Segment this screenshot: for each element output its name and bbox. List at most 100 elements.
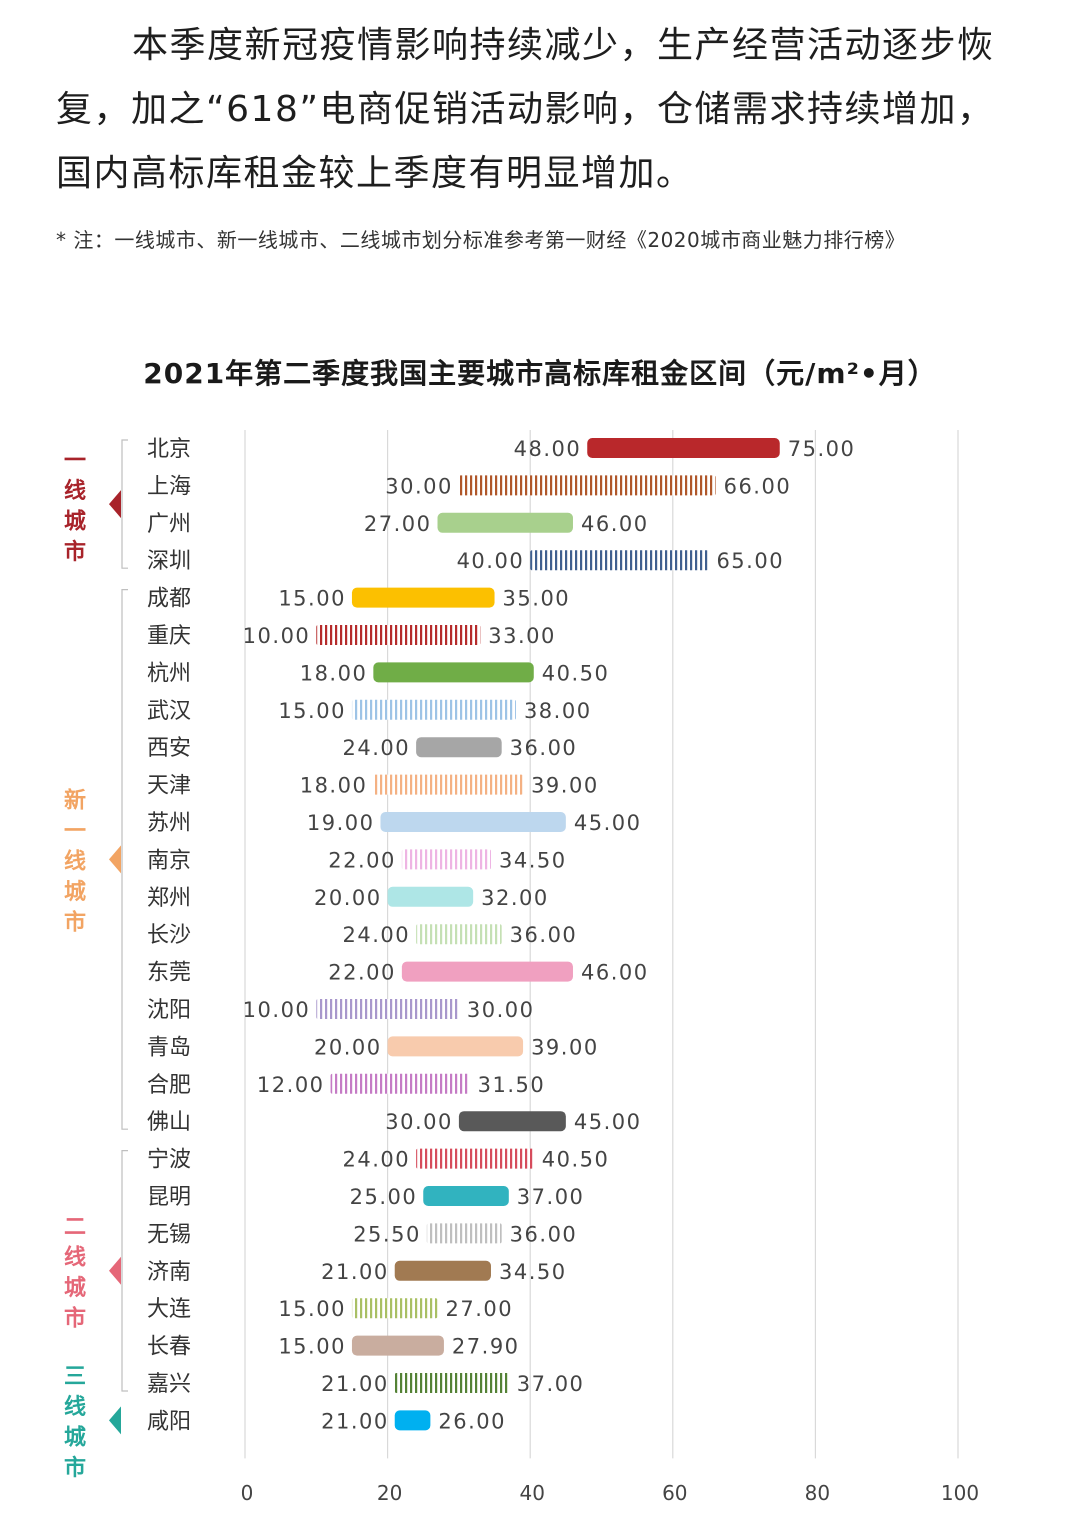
range-bar-合肥 — [330, 1073, 470, 1094]
low-value-无锡: 25.50 — [353, 1222, 421, 1246]
high-value-成都: 35.00 — [503, 587, 571, 611]
range-bar-北京 — [587, 438, 780, 458]
low-value-长春: 15.00 — [278, 1335, 346, 1359]
high-value-咸阳: 26.00 — [438, 1409, 506, 1433]
city-label-北京: 北京 — [147, 437, 191, 462]
low-value-咸阳: 21.00 — [321, 1409, 389, 1433]
city-label-重庆: 重庆 — [147, 624, 191, 649]
low-value-深圳: 40.00 — [457, 549, 525, 573]
range-bar-武汉 — [351, 699, 516, 720]
low-value-重庆: 10.00 — [243, 624, 311, 648]
city-label-南京: 南京 — [147, 848, 191, 873]
range-bar-济南 — [394, 1260, 491, 1281]
high-value-宁波: 40.50 — [542, 1148, 610, 1172]
range-bar-长沙 — [416, 924, 502, 945]
group-brackets — [109, 439, 128, 1435]
city-label-济南: 济南 — [147, 1260, 191, 1285]
range-bar-成都 — [351, 587, 495, 608]
range-bar-青岛 — [387, 1036, 524, 1057]
city-label-苏州: 苏州 — [147, 811, 191, 836]
range-bar-嘉兴 — [394, 1373, 509, 1393]
city-label-宁波: 宁波 — [147, 1148, 191, 1173]
low-value-嘉兴: 21.00 — [321, 1372, 389, 1396]
city-label-东莞: 东莞 — [147, 961, 191, 986]
low-value-宁波: 24.00 — [342, 1148, 410, 1172]
intro-paragraph: 本季度新冠疫情影响持续减少，生产经营活动逐步恢复，加之“618”电商促销活动影响… — [56, 25, 995, 194]
low-value-昆明: 25.00 — [350, 1185, 418, 1209]
group-label-1: 新一线城市 — [64, 787, 86, 935]
high-value-昆明: 37.00 — [517, 1185, 585, 1209]
low-value-天津: 18.00 — [300, 774, 368, 798]
high-value-合肥: 31.50 — [478, 1073, 546, 1097]
low-value-武汉: 15.00 — [278, 699, 346, 723]
x-tick-20: 20 — [377, 1481, 402, 1505]
high-value-南京: 34.50 — [499, 848, 567, 872]
city-label-合肥: 合肥 — [147, 1073, 191, 1098]
range-bar-深圳 — [530, 550, 709, 571]
low-value-长沙: 24.00 — [342, 923, 410, 947]
city-label-深圳: 深圳 — [147, 549, 191, 574]
high-value-青岛: 39.00 — [531, 1035, 599, 1059]
range-bars — [316, 438, 780, 1431]
high-value-北京: 75.00 — [788, 437, 856, 461]
high-value-深圳: 65.00 — [716, 549, 784, 573]
city-label-佛山: 佛山 — [147, 1110, 191, 1135]
range-bar-大连 — [351, 1298, 438, 1319]
range-bar-咸阳 — [394, 1410, 431, 1431]
high-value-广州: 46.00 — [581, 512, 649, 536]
city-label-郑州: 郑州 — [147, 886, 191, 911]
city-label-杭州: 杭州 — [147, 661, 191, 686]
high-value-佛山: 45.00 — [574, 1110, 642, 1134]
range-bar-郑州 — [387, 886, 474, 907]
high-value-郑州: 32.00 — [481, 886, 549, 910]
high-value-沈阳: 30.00 — [467, 998, 535, 1022]
x-tick-80: 80 — [805, 1481, 830, 1505]
classification-note: * 注：一线城市、新一线城市、二线城市划分标准参考第一财经《2020城市商业魅力… — [56, 228, 906, 252]
city-label-长春: 长春 — [147, 1335, 191, 1360]
city-label-咸阳: 咸阳 — [147, 1409, 191, 1434]
group-label-2: 二线城市 — [64, 1215, 86, 1332]
low-value-大连: 15.00 — [278, 1297, 346, 1321]
range-bar-佛山 — [458, 1111, 566, 1132]
group-arrow-0 — [109, 490, 121, 519]
high-value-天津: 39.00 — [531, 774, 599, 798]
low-value-北京: 48.00 — [514, 437, 582, 461]
high-value-武汉: 38.00 — [524, 699, 592, 723]
high-value-上海: 66.00 — [724, 474, 792, 498]
range-bar-上海 — [458, 475, 716, 496]
low-value-佛山: 30.00 — [385, 1110, 453, 1134]
low-value-广州: 27.00 — [364, 512, 432, 536]
high-value-嘉兴: 37.00 — [517, 1372, 585, 1396]
group-arrow-3 — [109, 1406, 121, 1435]
city-label-西安: 西安 — [147, 736, 191, 761]
high-value-济南: 34.50 — [499, 1260, 567, 1284]
low-value-西安: 24.00 — [342, 736, 410, 760]
high-value-苏州: 45.00 — [574, 811, 642, 835]
high-value-长春: 27.90 — [452, 1335, 520, 1359]
group-arrow-2 — [109, 1256, 121, 1285]
city-label-昆明: 昆明 — [147, 1185, 191, 1210]
low-value-成都: 15.00 — [278, 587, 346, 611]
low-value-东莞: 22.00 — [328, 961, 396, 985]
high-value-重庆: 33.00 — [488, 624, 556, 648]
x-tick-40: 40 — [519, 1481, 544, 1505]
low-value-济南: 21.00 — [321, 1260, 389, 1284]
range-bar-杭州 — [373, 662, 534, 683]
high-value-无锡: 36.00 — [510, 1222, 578, 1246]
group-bracket-2 — [121, 1150, 128, 1392]
city-label-武汉: 武汉 — [147, 699, 191, 724]
high-value-东莞: 46.00 — [581, 961, 649, 985]
x-tick-60: 60 — [662, 1481, 687, 1505]
high-value-大连: 27.00 — [446, 1297, 514, 1321]
high-value-长沙: 36.00 — [510, 923, 578, 947]
range-bar-天津 — [373, 774, 524, 795]
low-value-苏州: 19.00 — [307, 811, 375, 835]
city-label-无锡: 无锡 — [147, 1222, 191, 1247]
range-bar-长春 — [351, 1335, 444, 1356]
range-bar-东莞 — [401, 961, 573, 982]
high-value-杭州: 40.50 — [542, 661, 610, 685]
group-arrow-1 — [109, 845, 121, 874]
low-value-杭州: 18.00 — [300, 661, 368, 685]
